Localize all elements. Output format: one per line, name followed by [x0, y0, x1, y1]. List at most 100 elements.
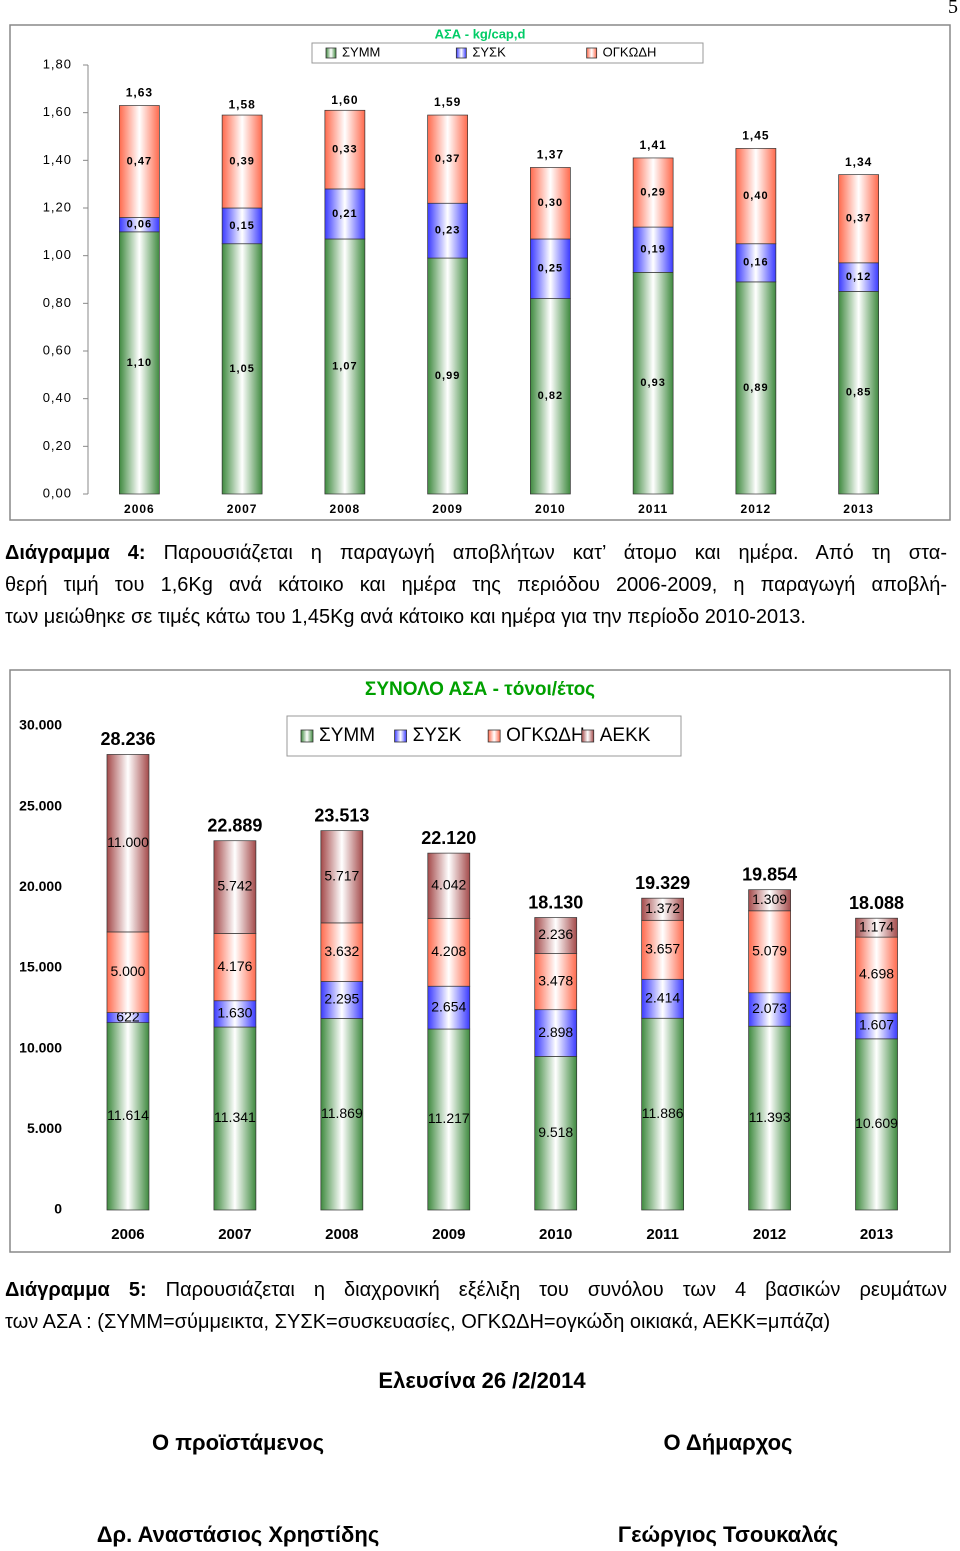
total-label: 1,59: [434, 95, 461, 109]
bar-segment: [427, 852, 471, 919]
value-label: 0,85: [846, 387, 871, 399]
caption-label: Διάγραμμα 5:: [5, 1279, 147, 1301]
bar-segment: [641, 978, 685, 1019]
bar-segment: [221, 207, 263, 245]
value-label: 4.208: [431, 943, 466, 959]
value-label: 1.309: [752, 891, 787, 907]
value-label: 1,05: [229, 363, 254, 375]
bar-segment: [221, 243, 263, 495]
x-tick-label: 2012: [741, 502, 772, 516]
bar-segment: [735, 148, 777, 245]
value-label: 0,12: [846, 271, 871, 283]
caption-text: Παρουσιάζεται η διαχρονική εξέλιξη του σ…: [146, 1279, 947, 1301]
bar-segment: [748, 992, 791, 1027]
y-tick-label: 1,40: [43, 152, 72, 167]
value-label: 3.657: [645, 940, 680, 956]
value-label: 0,19: [640, 244, 665, 256]
value-label: 0,25: [538, 263, 563, 275]
y-tick-label: 0,80: [43, 295, 72, 310]
value-label: 3.478: [538, 972, 573, 988]
x-tick-label: 2011: [638, 502, 668, 516]
legend-label: ΣΥΜΜ: [342, 44, 380, 59]
bar-segment: [534, 917, 578, 954]
y-tick-label: 0: [54, 1201, 62, 1217]
legend-box: [286, 715, 682, 757]
y-tick-label: 10.000: [19, 1039, 62, 1055]
value-label: 11.341: [214, 1109, 256, 1125]
y-tick-label: 1,20: [43, 199, 72, 214]
total-label: 22.120: [421, 828, 476, 848]
bar-segment: [838, 174, 879, 264]
value-label: 5.717: [324, 867, 359, 883]
value-label: 0,40: [743, 190, 768, 202]
legend-box: [311, 42, 704, 64]
bar-segment: [735, 281, 777, 495]
value-label: 11.614: [107, 1107, 149, 1123]
bar-segment: [106, 931, 150, 1013]
bar-segment: [213, 933, 257, 1002]
total-label: 1,63: [126, 86, 153, 100]
chart-title: ΑΣΑ - kg/cap,d: [435, 26, 526, 41]
total-label: 19.329: [635, 873, 690, 893]
x-tick-label: 2009: [432, 1226, 465, 1243]
bar-segment: [221, 114, 263, 209]
bar-segment: [119, 231, 160, 495]
value-label: 0,23: [435, 225, 460, 237]
value-label: 11.393: [749, 1109, 791, 1125]
legend-label: ΣΥΜΜ: [319, 725, 375, 746]
bar-segment: [641, 897, 685, 921]
y-tick-label: 1,60: [43, 104, 72, 119]
x-tick-label: 2013: [843, 502, 874, 516]
total-label: 1,60: [331, 93, 358, 107]
signature-name: Δρ. Αναστάσιος Χρηστίδης: [96, 1522, 380, 1547]
bar-segment: [427, 257, 468, 495]
x-tick-label: 2010: [535, 502, 566, 516]
bar-segment: [632, 226, 674, 273]
value-label: 5.742: [217, 878, 252, 894]
value-label: 4.698: [859, 966, 894, 982]
legend-swatch: [394, 729, 407, 743]
value-label: 0,06: [127, 219, 152, 231]
bar-segment: [213, 1026, 257, 1211]
bar-segment: [320, 830, 364, 924]
y-tick-label: 30.000: [19, 717, 62, 733]
value-label: 4.042: [431, 876, 466, 892]
x-tick-label: 2006: [111, 1226, 144, 1243]
value-label: 2.295: [324, 991, 359, 1007]
x-tick-label: 2008: [330, 502, 361, 516]
x-tick-label: 2012: [753, 1226, 786, 1243]
bar-segment: [324, 188, 366, 240]
x-tick-label: 2007: [227, 502, 258, 516]
legend-label: ΣΥΣΚ: [413, 725, 462, 746]
total-label: 28.236: [100, 729, 155, 749]
value-label: 0,33: [332, 144, 357, 156]
x-tick-label: 2013: [860, 1226, 893, 1243]
value-label: 11.869: [321, 1105, 363, 1121]
bar-segment: [427, 917, 471, 987]
y-tick-label: 15.000: [19, 959, 62, 975]
value-label: 0,21: [332, 208, 357, 220]
legend-swatch: [487, 729, 501, 743]
bar-segment: [324, 109, 366, 190]
caption-line: των μειώθηκε σε τιμές κάτω του 1,45Kg αν…: [5, 606, 806, 628]
caption-text: Παρουσιάζεται η παραγωγή αποβλήτων κατ’ …: [145, 542, 947, 564]
bar-segment: [632, 272, 674, 495]
total-label: 1,41: [639, 138, 666, 152]
bar-segment: [119, 105, 160, 218]
bar-segment: [641, 1017, 685, 1211]
bar-segment: [855, 1038, 898, 1211]
value-label: 1.607: [859, 1017, 894, 1033]
chart-title: ΣΥΝΟΛΟ ΑΣΑ - τόνοι/έτος: [365, 679, 595, 700]
bar-segment: [534, 953, 578, 1011]
total-label: 18.130: [528, 892, 583, 912]
value-label: 0,37: [846, 213, 871, 225]
value-label: 2.414: [645, 989, 680, 1005]
value-label: 0,82: [538, 390, 563, 402]
bar-segment: [855, 1012, 898, 1040]
bar-segment: [534, 1009, 578, 1057]
bar-segment: [838, 262, 879, 292]
x-tick-label: 2010: [539, 1226, 572, 1243]
y-tick-label: 0,60: [43, 342, 72, 357]
legend-label: ΑΕΚΚ: [600, 725, 651, 746]
